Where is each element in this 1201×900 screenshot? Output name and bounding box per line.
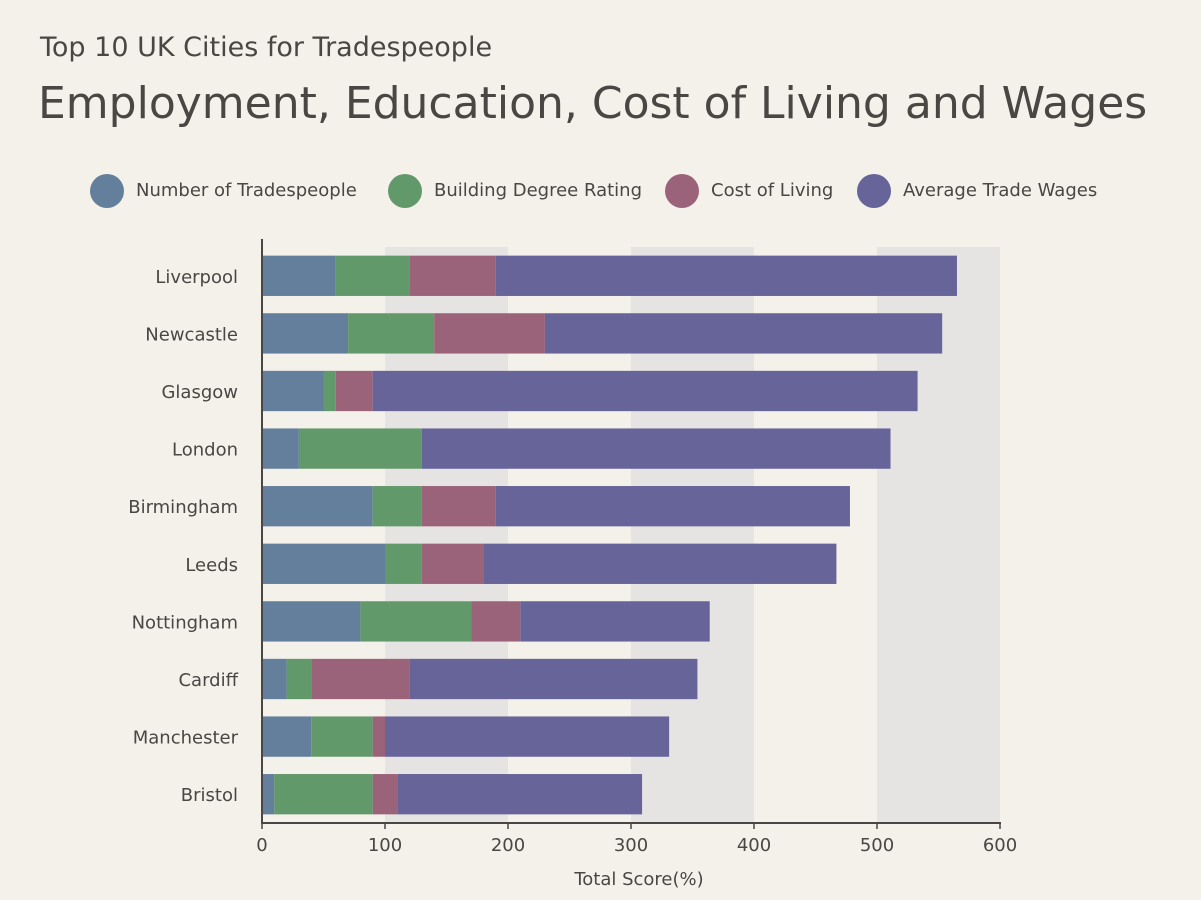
bar-segment bbox=[298, 428, 422, 469]
legend-swatch bbox=[857, 174, 891, 208]
bar-segment bbox=[409, 255, 496, 296]
bar-segment bbox=[262, 486, 373, 527]
bar-segment bbox=[335, 370, 373, 412]
bar-segment bbox=[471, 601, 521, 642]
bar-segment bbox=[262, 313, 349, 354]
bar-segment bbox=[372, 716, 385, 757]
bar-segment bbox=[385, 543, 422, 584]
bar-segment bbox=[421, 486, 496, 527]
bar-segment bbox=[262, 428, 299, 469]
legend-label: Average Trade Wages bbox=[903, 180, 1098, 201]
legend-swatch bbox=[665, 174, 699, 208]
category-label: Liverpool bbox=[155, 267, 238, 288]
legend-label: Cost of Living bbox=[711, 180, 834, 201]
bar-segment bbox=[311, 658, 410, 700]
bar-segment bbox=[360, 601, 472, 642]
bar-segment bbox=[372, 370, 918, 412]
bar-segment bbox=[372, 774, 398, 815]
legend-swatch bbox=[388, 174, 422, 208]
x-tick-label: 300 bbox=[614, 835, 648, 856]
bar-segment bbox=[421, 428, 891, 469]
x-tick-label: 200 bbox=[491, 835, 525, 856]
legend-label: Building Degree Rating bbox=[434, 180, 643, 201]
bar-segment bbox=[262, 255, 336, 296]
bar-segment bbox=[544, 313, 943, 354]
x-axis-label: Total Score(%) bbox=[573, 869, 703, 890]
category-label: Bristol bbox=[181, 785, 238, 806]
legend-swatch bbox=[90, 174, 124, 208]
bar-segment bbox=[262, 774, 275, 815]
bar-segment bbox=[335, 255, 410, 296]
bar-segment bbox=[520, 601, 710, 642]
bar-segment bbox=[397, 774, 643, 815]
legend-label: Number of Tradespeople bbox=[136, 180, 357, 201]
bar-segment bbox=[262, 543, 385, 584]
category-label: Cardiff bbox=[178, 670, 238, 691]
chart-subtitle: Top 10 UK Cities for Tradespeople bbox=[40, 32, 493, 63]
bar-segment bbox=[323, 370, 336, 412]
bar-segment bbox=[372, 486, 422, 527]
category-label: London bbox=[172, 440, 238, 461]
bar-segment bbox=[262, 370, 324, 412]
bar-segment bbox=[262, 601, 361, 642]
bar-segment bbox=[286, 658, 312, 700]
category-label: Leeds bbox=[185, 555, 238, 576]
x-tick-label: 500 bbox=[860, 835, 894, 856]
x-tick-label: 0 bbox=[256, 835, 267, 856]
chart-legend: Number of Tradespeople Building Degree R… bbox=[0, 172, 1201, 212]
bar-segment bbox=[262, 658, 287, 700]
chart-title: Employment, Education, Cost of Living an… bbox=[38, 78, 1148, 129]
bar-segment bbox=[495, 255, 957, 296]
bar-segment bbox=[483, 543, 837, 584]
bar-segment bbox=[409, 658, 698, 700]
category-label: Birmingham bbox=[128, 497, 238, 518]
bar-segment bbox=[385, 716, 670, 757]
bar-segment bbox=[434, 313, 545, 354]
x-tick-label: 100 bbox=[368, 835, 402, 856]
bar-segment bbox=[274, 774, 373, 815]
bar-segment bbox=[262, 716, 312, 757]
category-label: Nottingham bbox=[132, 612, 238, 633]
x-tick-label: 600 bbox=[983, 835, 1017, 856]
bar-segment bbox=[495, 486, 850, 527]
bar-segment bbox=[348, 313, 435, 354]
bar-segment bbox=[421, 543, 484, 584]
category-label: Manchester bbox=[133, 728, 239, 749]
bar-segment bbox=[311, 716, 373, 757]
x-tick-label: 400 bbox=[737, 835, 771, 856]
category-label: Newcastle bbox=[145, 324, 238, 345]
category-label: Glasgow bbox=[161, 382, 238, 403]
